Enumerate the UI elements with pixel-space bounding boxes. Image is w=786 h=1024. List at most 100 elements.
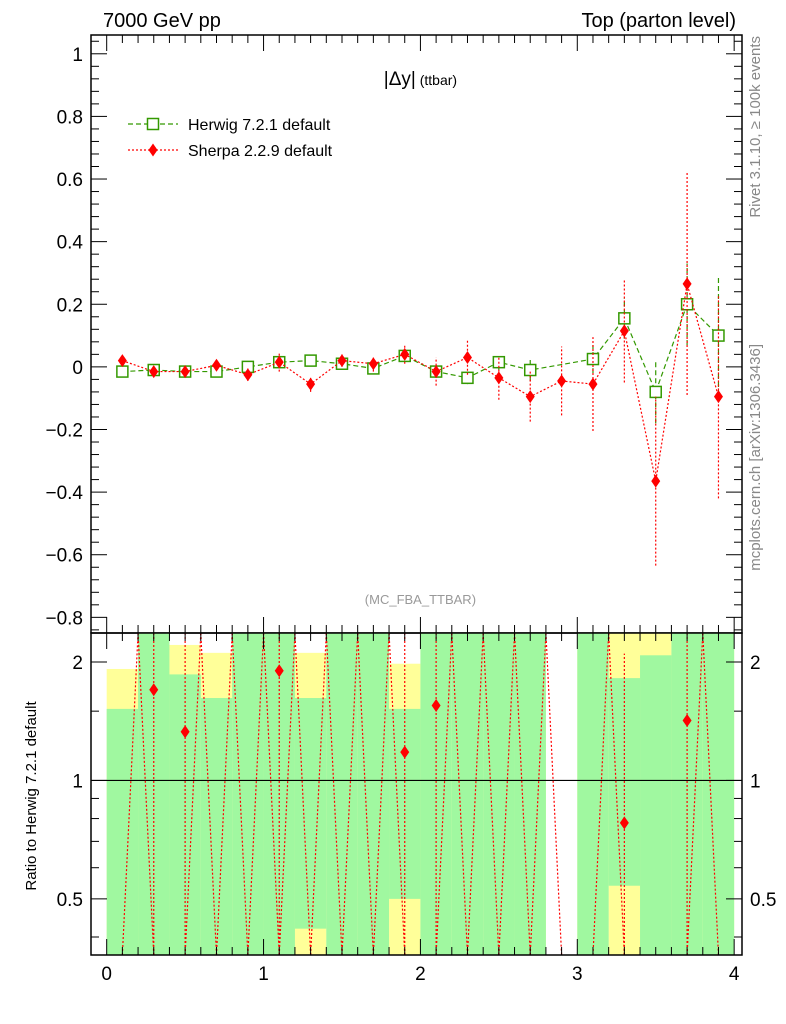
herwig-marker bbox=[116, 365, 129, 378]
ratio-offscale-line bbox=[686, 632, 704, 956]
ratio-offscale-line bbox=[608, 632, 625, 956]
legend-sherpa-marker bbox=[148, 143, 158, 157]
ratio-offscale-line bbox=[451, 632, 469, 956]
sherpa-marker bbox=[180, 365, 190, 379]
sherpa-marker bbox=[337, 354, 347, 368]
ratio-band-inner bbox=[326, 633, 358, 955]
y-tick-label: −0.2 bbox=[45, 420, 83, 441]
ratio-offscale-line bbox=[482, 632, 500, 956]
y-tick-label: 0.2 bbox=[57, 295, 83, 316]
sherpa-marker bbox=[619, 324, 629, 338]
ratio-marker bbox=[149, 683, 159, 697]
ratio-band-inner bbox=[702, 633, 735, 955]
sherpa-marker bbox=[557, 374, 567, 388]
ratio-band-inner bbox=[106, 708, 139, 955]
ratio-marker bbox=[619, 816, 629, 830]
y-tick-label: −0.6 bbox=[45, 546, 83, 567]
plot-title: |Δy| (ttbar) bbox=[384, 69, 457, 90]
ratio-band-inner bbox=[357, 633, 390, 955]
ratio-offscale-line bbox=[310, 632, 327, 956]
x-tick-label: 1 bbox=[258, 964, 269, 985]
sherpa-marker bbox=[588, 377, 598, 391]
y-tick-label: 0.4 bbox=[57, 233, 84, 254]
ratio-band-inner bbox=[514, 633, 546, 955]
ratio-band-inner bbox=[389, 708, 421, 899]
watermark-label: (MC_FBA_TTBAR) bbox=[365, 592, 476, 607]
sherpa-marker bbox=[211, 358, 221, 372]
sherpa-marker bbox=[713, 390, 723, 404]
rivet-label: Rivet 3.1.10, ≥ 100k events bbox=[747, 36, 764, 218]
ratio-offscale-line bbox=[294, 632, 312, 956]
y-tick-label: −0.4 bbox=[45, 483, 83, 504]
ratio-offscale-line bbox=[262, 632, 280, 956]
sherpa-marker bbox=[651, 474, 661, 488]
sherpa-marker bbox=[400, 347, 410, 361]
ratio-band-inner bbox=[200, 698, 233, 955]
y-tick-label: 1 bbox=[72, 45, 83, 66]
legend: Herwig 7.2.1 default Sherpa 2.2.9 default bbox=[128, 117, 333, 160]
sherpa-marker bbox=[431, 365, 441, 379]
y-tick-label: −0.8 bbox=[45, 608, 83, 629]
ratio-offscale-line bbox=[200, 632, 218, 956]
ratio-band-inner bbox=[640, 655, 672, 955]
herwig-marker bbox=[461, 371, 474, 385]
sherpa-marker bbox=[462, 350, 472, 364]
x-tick-label: 4 bbox=[729, 964, 740, 985]
herwig-marker bbox=[523, 363, 537, 377]
ratio-frame bbox=[90, 632, 743, 956]
ratio-marker bbox=[180, 725, 190, 739]
y-tick-label: 0.6 bbox=[57, 170, 83, 191]
ratio-offscale-line bbox=[247, 632, 265, 956]
ratio-y-tick-label-right: 2 bbox=[750, 653, 761, 674]
x-tick-label: 2 bbox=[415, 964, 426, 985]
sherpa-marker bbox=[494, 371, 504, 385]
ratio-offscale-line bbox=[592, 632, 610, 956]
ratio-offscale-line bbox=[215, 632, 233, 956]
source-label: mcplots.cern.ch [arXiv:1306.3436] bbox=[747, 344, 764, 571]
herwig-marker bbox=[712, 329, 725, 342]
ratio-offscale-line bbox=[529, 632, 547, 956]
herwig-marker bbox=[680, 298, 694, 311]
legend-herwig-marker bbox=[146, 117, 160, 131]
main-panel: (MC_FBA_TTBAR) |Δy| (ttbar) −0.8 −0.6 −0.4 −0… bbox=[45, 34, 743, 634]
ratio-marker bbox=[682, 714, 692, 728]
ratio-marker bbox=[431, 699, 441, 713]
ratio-panel: 0.5 0.5 1 1 2 2 0 1 2 3 4 Ratio to Herwig 7.2.1 def… bbox=[23, 632, 776, 985]
ratio-offscale-line bbox=[702, 632, 720, 956]
ratio-y-tick-label-left: 0.5 bbox=[57, 890, 83, 911]
sherpa-marker bbox=[149, 365, 159, 379]
legend-herwig-label: Herwig 7.2.1 default bbox=[188, 117, 331, 134]
ratio-y-tick-label-left: 1 bbox=[72, 771, 83, 792]
ratio-y-tick-label-left: 2 bbox=[72, 653, 83, 674]
sherpa-marker bbox=[306, 377, 316, 391]
sherpa-marker bbox=[243, 368, 253, 382]
ratio-offscale-line bbox=[121, 632, 139, 956]
ratio-offscale-line bbox=[513, 632, 531, 956]
sherpa-marker bbox=[274, 355, 284, 369]
herwig-marker bbox=[649, 385, 662, 399]
legend-sherpa-label: Sherpa 2.2.9 default bbox=[188, 143, 333, 160]
sherpa-marker bbox=[525, 390, 535, 404]
ratio-offscale-line bbox=[435, 632, 453, 956]
sherpa-marker bbox=[682, 277, 692, 291]
ratio-offscale-line bbox=[184, 632, 202, 956]
ratio-offscale-line bbox=[278, 632, 296, 956]
ratio-marker bbox=[274, 664, 284, 678]
ratio-offscale-line bbox=[231, 632, 249, 956]
x-tick-label: 0 bbox=[101, 964, 112, 985]
ratio-offscale-line bbox=[341, 632, 359, 956]
ratio-band-inner bbox=[577, 633, 609, 955]
ratio-band-inner bbox=[232, 633, 264, 955]
ratio-band-inner bbox=[451, 633, 484, 955]
ratio-offscale-line bbox=[545, 632, 563, 956]
sherpa-marker bbox=[368, 357, 378, 371]
ratio-y-axis-label: Ratio to Herwig 7.2.1 default bbox=[23, 701, 40, 891]
y-tick-label: 0.8 bbox=[57, 107, 83, 128]
ratio-marker bbox=[400, 745, 410, 759]
ratio-y-tick-label-right: 1 bbox=[750, 771, 761, 792]
ratio-offscale-line bbox=[466, 632, 484, 956]
ratio-band-inner bbox=[294, 698, 327, 929]
ratio-offscale-line bbox=[137, 632, 155, 956]
header-right: Top (parton level) bbox=[581, 10, 736, 32]
